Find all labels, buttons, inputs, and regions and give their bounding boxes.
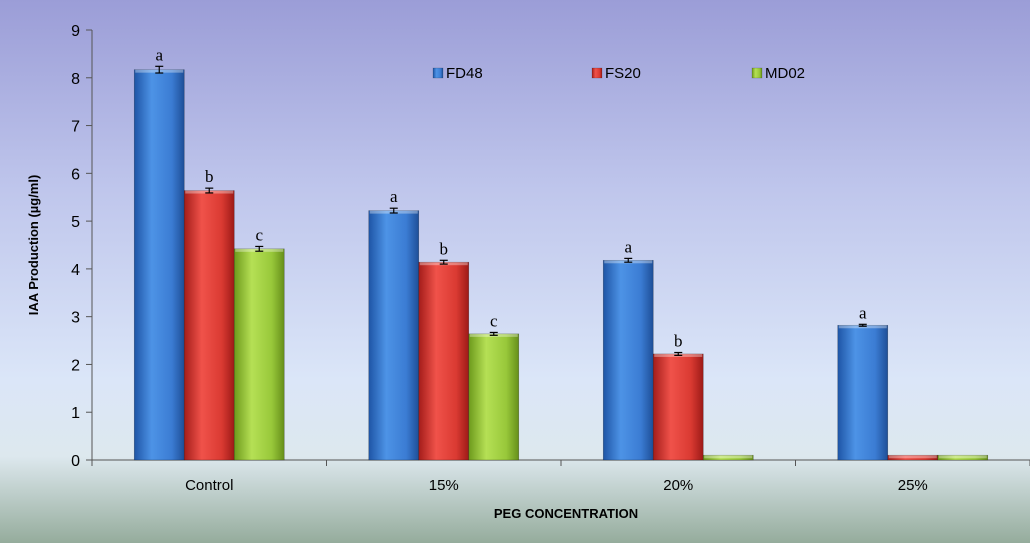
y-axis-title: IAA Production (µg/ml) [26, 175, 41, 316]
y-tick-label: 7 [71, 119, 80, 136]
bar [183, 190, 235, 461]
significance-label: a [859, 303, 867, 322]
y-tick-label: 2 [71, 357, 80, 374]
bar [837, 324, 889, 461]
y-tick-label: 9 [71, 23, 80, 40]
legend-swatch [432, 67, 444, 79]
category-label: 20% [663, 477, 693, 494]
legend-label: FS20 [605, 65, 641, 82]
significance-label: b [674, 332, 683, 351]
y-tick-label: 8 [71, 71, 80, 88]
bar [233, 248, 285, 461]
y-tick-label: 4 [71, 262, 80, 279]
y-tick-label: 3 [71, 310, 80, 327]
category-label: 25% [898, 477, 928, 494]
significance-label: b [205, 167, 214, 186]
category-label: Control [185, 477, 233, 494]
significance-label: a [390, 187, 398, 206]
significance-label: c [490, 311, 498, 330]
significance-label: a [155, 45, 163, 64]
significance-label: c [255, 225, 263, 244]
bar-highlight [938, 455, 987, 459]
bar-highlight [888, 455, 937, 459]
bar [418, 261, 470, 461]
y-tick-label: 6 [71, 166, 80, 183]
y-tick-label: 1 [71, 405, 80, 422]
legend-label: FD48 [446, 65, 483, 82]
bar [602, 259, 654, 461]
bar [468, 333, 520, 461]
category-label: 15% [429, 477, 459, 494]
legend-label: MD02 [765, 65, 805, 82]
bar-highlight [704, 455, 753, 459]
bar [937, 454, 989, 461]
bar [702, 454, 754, 461]
y-tick-label: 5 [71, 214, 80, 231]
bar [652, 353, 704, 461]
x-axis-title: PEG CONCENTRATION [494, 506, 638, 521]
bar [133, 69, 185, 461]
significance-label: b [440, 239, 449, 258]
significance-label: a [624, 237, 632, 256]
plot-area: 0 1 2 3 4 5 6 7 8 9 Control a b c 15% a b c 20% a b 25% a FD48 F… [71, 23, 1030, 494]
legend-swatch [751, 67, 763, 79]
bar [368, 210, 420, 461]
legend-swatch [591, 67, 603, 79]
y-tick-label: 0 [71, 453, 80, 470]
